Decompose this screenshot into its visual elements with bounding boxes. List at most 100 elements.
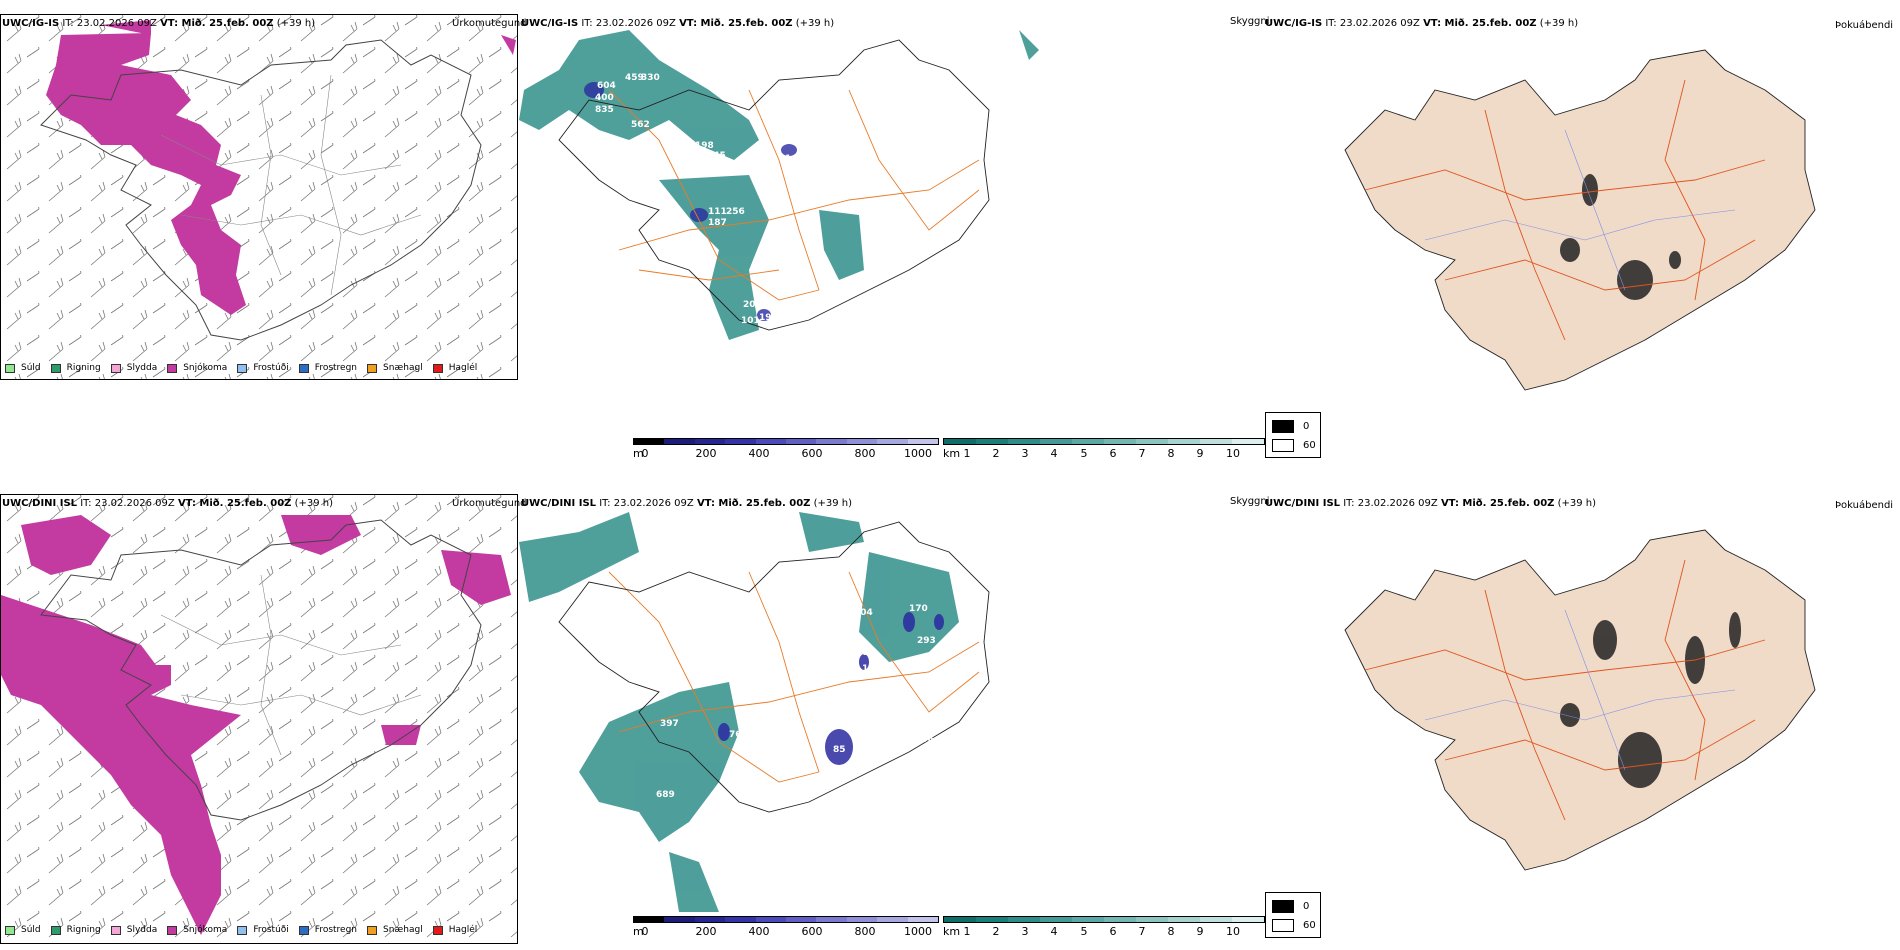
bottom-cloud-labels: 170 204 293 449 28 13 6 397 76 97 85 2 2… — [656, 604, 970, 800]
tick: 3 — [1021, 925, 1029, 938]
cloud-label: 293 — [917, 636, 936, 646]
cloud-label: 2 — [915, 719, 921, 729]
bottom-cloud-header: UWC/DINI ISL IT: 23.02.2026 09Z VT: Mið.… — [521, 498, 853, 509]
tick: 600 — [801, 925, 823, 938]
tick: 7 — [1138, 447, 1146, 460]
tick: 5 — [1080, 447, 1088, 460]
bottom-precip-title: Úrkomutegund — [452, 498, 527, 509]
bottom-precip-panel: Súld Rigning Slydda Snjókoma Frostúði Fr… — [0, 494, 518, 944]
cloud-label: 256 — [726, 207, 745, 217]
precip-type-legend: Súld Rigning Slydda Snjókoma Frostúði Fr… — [5, 921, 487, 939]
bottom-precip-map — [1, 495, 517, 943]
tick: 400 — [748, 447, 770, 460]
bottom-fog-title: Þokuábendi — [1835, 500, 1894, 511]
tick: 6 — [1109, 925, 1117, 938]
tick: 2 — [992, 925, 1000, 938]
top-cloud-panel: 604 400 835 459 330 562 198 345 143 107 … — [519, 30, 1039, 360]
cloud-label: 449 — [951, 640, 970, 650]
top-fog-panel — [1305, 40, 1865, 430]
cloud-label: 170 — [909, 604, 928, 614]
cloud-label: 397 — [660, 719, 679, 729]
cloud-label: 835 — [595, 105, 614, 115]
cloud-label: 330 — [641, 73, 660, 83]
tick: 9 — [1196, 447, 1204, 460]
bottom-cloud-title: Skyggni — [1230, 496, 1270, 507]
cloud-label: 101 — [741, 316, 760, 326]
legend-item-slydda: Slydda — [110, 363, 157, 373]
legend-item-haglel: Haglél — [432, 363, 477, 373]
top-header: UWC/IG-IS IT: 23.02.2026 09Z VT: Mið. 25… — [2, 18, 316, 29]
colorbar-unit: m — [633, 447, 644, 460]
top-cloud-base-colorbar: km 1 2 3 4 5 6 7 8 9 10 — [943, 438, 1265, 462]
legend-item-frostudi: Frostúði — [237, 925, 289, 935]
top-cloud-map: 604 400 835 459 330 562 198 345 143 107 … — [519, 30, 1039, 340]
top-cloud-header: UWC/IG-IS IT: 23.02.2026 09Z VT: Mið. 25… — [521, 18, 835, 29]
fog-high-label: 0 — [1303, 901, 1310, 912]
bottom-fog-panel — [1305, 520, 1865, 910]
bottom-cloud-base-colorbar: km 1 2 3 4 5 6 7 8 9 10 — [943, 916, 1265, 940]
colorbar-unit: m — [633, 925, 644, 938]
legend-item-rigning: Rigning — [50, 925, 101, 935]
top-fog-header: UWC/IG-IS IT: 23.02.2026 09Z VT: Mið. 25… — [1265, 18, 1579, 29]
top-cloud-title: Skyggni — [1230, 16, 1270, 27]
top-fog-title: Þokuábendi — [1835, 20, 1894, 31]
cloud-label: 13 — [862, 664, 875, 674]
bottom-cloud-panel: 170 204 293 449 28 13 6 397 76 97 85 2 2… — [519, 512, 1039, 914]
tick: 1 — [963, 447, 971, 460]
cloud-label: 345 — [707, 151, 726, 161]
legend-item-slydda: Slydda — [110, 925, 157, 935]
cloud-label: 85 — [833, 745, 846, 755]
colorbar-unit: km — [943, 447, 961, 460]
legend-item-snjokoma: Snjókoma — [167, 363, 227, 373]
legend-item-rigning: Rigning — [50, 363, 101, 373]
tick: 400 — [748, 925, 770, 938]
cloud-label: 76 — [729, 730, 742, 740]
bottom-fog-map — [1344, 529, 1816, 871]
tick: 800 — [854, 447, 876, 460]
cloud-label: 97 — [782, 723, 795, 733]
fog-low-label: 60 — [1303, 440, 1316, 451]
cloud-label: 689 — [656, 790, 675, 800]
tick: 200 — [695, 447, 717, 460]
bottom-cloud-map: 170 204 293 449 28 13 6 397 76 97 85 2 2… — [519, 512, 990, 912]
legend-item-frostudi: Frostúði — [237, 363, 289, 373]
legend-item-sudd: Súld — [5, 363, 41, 373]
cloud-label: 6 — [861, 695, 867, 705]
legend-item-frostregn: Frostregn — [298, 925, 357, 935]
tick: 10 — [1226, 925, 1240, 938]
legend-item-sudd: Súld — [5, 925, 41, 935]
legend-item-snaehagl: Snæhagl — [367, 925, 423, 935]
legend-item-haglel: Haglél — [432, 925, 477, 935]
tick: 0 — [641, 447, 649, 460]
precip-type-legend: Súld Rigning Slydda Snjókoma Frostúði Fr… — [5, 359, 487, 377]
top-cloud-top-colorbar: m 0 200 400 600 800 1000 — [633, 438, 939, 462]
legend-item-snjokoma: Snjókoma — [167, 925, 227, 935]
tick: 8 — [1167, 925, 1175, 938]
tick: 4 — [1050, 925, 1058, 938]
cloud-label: 206 — [915, 735, 934, 745]
cloud-label: 111 — [708, 207, 727, 217]
cloud-label: 143 — [785, 154, 804, 164]
legend-item-snaehagl: Snæhagl — [367, 363, 423, 373]
cloud-label: 562 — [631, 120, 650, 130]
cloud-label: 208 — [743, 300, 762, 310]
tick: 6 — [1109, 447, 1117, 460]
top-precip-panel: Súld Rigning Slydda Snjókoma Frostúði Fr… — [0, 14, 518, 380]
legend-item-frostregn: Frostregn — [298, 363, 357, 373]
tick: 9 — [1196, 925, 1204, 938]
bottom-cloud-top-colorbar: m 0 200 400 600 800 1000 — [633, 916, 939, 940]
tick: 0 — [641, 925, 649, 938]
colorbar-unit: km — [943, 925, 961, 938]
tick: 800 — [854, 925, 876, 938]
tick: 10 — [1226, 447, 1240, 460]
cloud-label: 604 — [597, 81, 616, 91]
bottom-header: UWC/DINI ISL IT: 23.02.2026 09Z VT: Mið.… — [2, 498, 334, 509]
top-fog-legend: 0 60 — [1265, 412, 1321, 458]
top-precip-map — [1, 15, 517, 379]
fog-low-label: 60 — [1303, 920, 1316, 931]
fog-high-label: 0 — [1303, 421, 1310, 432]
tick: 200 — [695, 925, 717, 938]
bottom-fog-header: UWC/DINI ISL IT: 23.02.2026 09Z VT: Mið.… — [1265, 498, 1597, 509]
cloud-label: 28 — [856, 648, 869, 658]
tick: 3 — [1021, 447, 1029, 460]
